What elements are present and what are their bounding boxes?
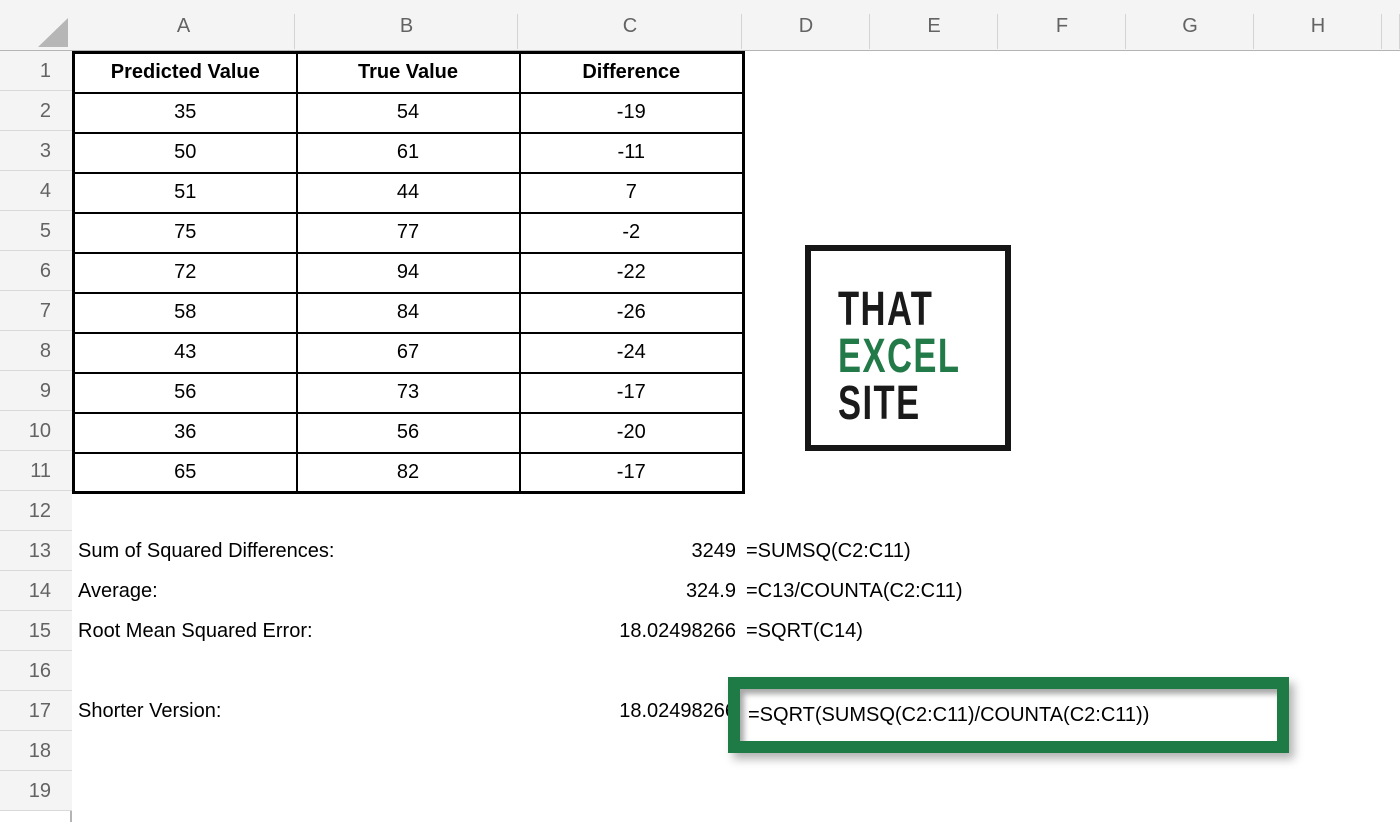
calc-value-cell[interactable]: 3249 xyxy=(691,540,737,562)
calc-row-14: Average: 324.9 =C13/COUNTA(C2:C11) xyxy=(72,571,1312,611)
calc-formula-cell[interactable]: =SUMSQ(C2:C11) xyxy=(746,540,911,562)
row-header-8[interactable]: 8 xyxy=(0,331,72,371)
cell-c6[interactable]: -22 xyxy=(518,251,745,294)
table-row: 58 84 -26 xyxy=(72,291,745,334)
table-row: 56 73 -17 xyxy=(72,371,745,414)
row-header-2[interactable]: 2 xyxy=(0,91,72,131)
calc-row-17: Shorter Version: 18.02498266 xyxy=(72,691,1312,731)
select-all-corner[interactable] xyxy=(0,0,72,50)
cell-a11[interactable]: 65 xyxy=(72,451,298,494)
row-header-19[interactable]: 19 xyxy=(0,771,72,811)
row-header-4[interactable]: 4 xyxy=(0,171,72,211)
cell-c1[interactable]: Difference xyxy=(518,51,745,94)
calc-value-cell[interactable]: 18.02498266 xyxy=(619,700,736,722)
logo-line-that: THAT xyxy=(838,283,934,336)
row-header-6[interactable]: 6 xyxy=(0,251,72,291)
column-header-b[interactable]: B xyxy=(295,0,518,50)
select-all-icon xyxy=(38,18,68,47)
cell-c4[interactable]: 7 xyxy=(518,171,745,214)
cell-b4[interactable]: 44 xyxy=(295,171,521,214)
cell-b11[interactable]: 82 xyxy=(295,451,521,494)
cell-b3[interactable]: 61 xyxy=(295,131,521,174)
cell-a1[interactable]: Predicted Value xyxy=(72,51,298,94)
cell-c9[interactable]: -17 xyxy=(518,371,745,414)
highlighted-formula-cell[interactable]: =SQRT(SUMSQ(C2:C11)/COUNTA(C2:C11)) xyxy=(748,704,1150,726)
cell-a9[interactable]: 56 xyxy=(72,371,298,414)
logo-text: THAT EXCEL SITE xyxy=(838,283,1008,430)
values-table: Predicted Value True Value Difference 35… xyxy=(72,51,745,494)
row-header-16[interactable]: 16 xyxy=(0,651,72,691)
cell-a2[interactable]: 35 xyxy=(72,91,298,134)
column-header-a[interactable]: A xyxy=(72,0,295,50)
row-header-9[interactable]: 9 xyxy=(0,371,72,411)
table-row: 51 44 7 xyxy=(72,171,745,214)
cell-a6[interactable]: 72 xyxy=(72,251,298,294)
cell-b2[interactable]: 54 xyxy=(295,91,521,134)
column-header-partial[interactable] xyxy=(1382,0,1400,50)
column-header-divider xyxy=(0,49,1400,51)
calc-formula-cell[interactable]: =C13/COUNTA(C2:C11) xyxy=(746,580,963,602)
table-row: 50 61 -11 xyxy=(72,131,745,174)
table-row: 43 67 -24 xyxy=(72,331,745,374)
calc-value-cell[interactable]: 18.02498266 xyxy=(619,620,736,642)
highlight-annotation: =SQRT(SUMSQ(C2:C11)/COUNTA(C2:C11)) xyxy=(728,677,1289,753)
row-header-5[interactable]: 5 xyxy=(0,211,72,251)
calc-row-15: Root Mean Squared Error: 18.02498266 =SQ… xyxy=(72,611,1312,651)
cell-b10[interactable]: 56 xyxy=(295,411,521,454)
cell-c2[interactable]: -19 xyxy=(518,91,745,134)
row-header-3[interactable]: 3 xyxy=(0,131,72,171)
row-header-15[interactable]: 15 xyxy=(0,611,72,651)
table-row: 75 77 -2 xyxy=(72,211,745,254)
row-header-18[interactable]: 18 xyxy=(0,731,72,771)
calc-label-cell[interactable]: Average: xyxy=(78,580,158,602)
column-header-g[interactable]: G xyxy=(1126,0,1254,50)
cell-c5[interactable]: -2 xyxy=(518,211,745,254)
cell-c11[interactable]: -17 xyxy=(518,451,745,494)
row-header-7[interactable]: 7 xyxy=(0,291,72,331)
calc-label-cell[interactable]: Root Mean Squared Error: xyxy=(78,620,313,642)
cell-a3[interactable]: 50 xyxy=(72,131,298,174)
logo-line-excel: EXCEL xyxy=(838,330,961,383)
column-header-e[interactable]: E xyxy=(870,0,998,50)
row-header-13[interactable]: 13 xyxy=(0,531,72,571)
cell-b8[interactable]: 67 xyxy=(295,331,521,374)
cell-c7[interactable]: -26 xyxy=(518,291,745,334)
cell-a4[interactable]: 51 xyxy=(72,171,298,214)
column-header-c[interactable]: C xyxy=(518,0,742,50)
calc-formula-cell[interactable]: =SQRT(C14) xyxy=(746,620,863,642)
that-excel-site-logo: THAT EXCEL SITE xyxy=(805,245,1011,451)
table-row: 36 56 -20 xyxy=(72,411,745,454)
calc-row-13: Sum of Squared Differences: 3249 =SUMSQ(… xyxy=(72,531,1312,571)
cell-c10[interactable]: -20 xyxy=(518,411,745,454)
cell-a5[interactable]: 75 xyxy=(72,211,298,254)
row-header-10[interactable]: 10 xyxy=(0,411,72,451)
row-header-14[interactable]: 14 xyxy=(0,571,72,611)
cell-a7[interactable]: 58 xyxy=(72,291,298,334)
cell-a8[interactable]: 43 xyxy=(72,331,298,374)
column-header-f[interactable]: F xyxy=(998,0,1126,50)
cell-b6[interactable]: 94 xyxy=(295,251,521,294)
table-row: 65 82 -17 xyxy=(72,451,745,494)
row-header-11[interactable]: 11 xyxy=(0,451,72,491)
cell-c8[interactable]: -24 xyxy=(518,331,745,374)
table-header-row: Predicted Value True Value Difference xyxy=(72,51,745,94)
calc-value-cell[interactable]: 324.9 xyxy=(685,580,736,602)
calc-label-cell[interactable]: Shorter Version: xyxy=(78,700,222,722)
cell-b9[interactable]: 73 xyxy=(295,371,521,414)
calc-label-cell[interactable]: Sum of Squared Differences: xyxy=(78,540,335,562)
row-header-1[interactable]: 1 xyxy=(0,51,72,91)
cell-b7[interactable]: 84 xyxy=(295,291,521,334)
column-header-d[interactable]: D xyxy=(742,0,870,50)
cell-a10[interactable]: 36 xyxy=(72,411,298,454)
row-header-17[interactable]: 17 xyxy=(0,691,72,731)
cell-b1[interactable]: True Value xyxy=(295,51,521,94)
row-header-12[interactable]: 12 xyxy=(0,491,72,531)
table-row: 35 54 -19 xyxy=(72,91,745,134)
column-header-h[interactable]: H xyxy=(1254,0,1382,50)
cell-b5[interactable]: 77 xyxy=(295,211,521,254)
cell-c3[interactable]: -11 xyxy=(518,131,745,174)
table-row: 72 94 -22 xyxy=(72,251,745,294)
logo-line-site: SITE xyxy=(838,377,921,430)
